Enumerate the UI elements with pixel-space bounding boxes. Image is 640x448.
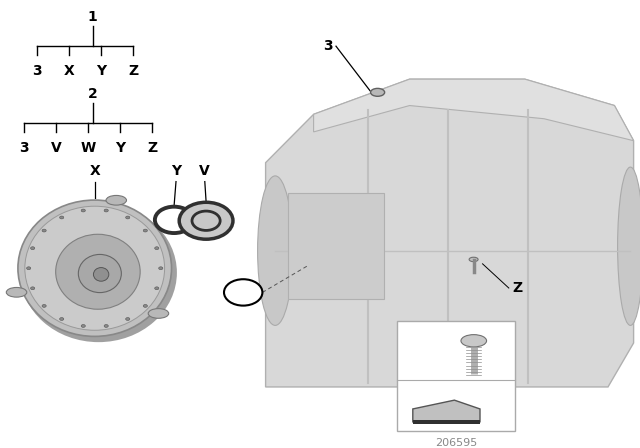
Ellipse shape xyxy=(155,287,159,290)
Text: 3: 3 xyxy=(323,39,333,53)
Text: Y: Y xyxy=(96,64,106,78)
Text: Z: Z xyxy=(512,281,522,295)
Ellipse shape xyxy=(25,206,164,330)
Ellipse shape xyxy=(6,288,27,297)
Ellipse shape xyxy=(60,318,64,320)
Ellipse shape xyxy=(371,88,385,96)
Ellipse shape xyxy=(78,254,122,293)
Ellipse shape xyxy=(42,229,46,232)
FancyBboxPatch shape xyxy=(397,321,515,431)
Text: 2: 2 xyxy=(88,87,98,101)
Text: W: W xyxy=(237,288,250,297)
Ellipse shape xyxy=(618,167,640,325)
Ellipse shape xyxy=(27,267,31,270)
Ellipse shape xyxy=(81,324,85,327)
Text: Y: Y xyxy=(171,164,181,178)
Text: X: X xyxy=(64,64,74,78)
Ellipse shape xyxy=(159,267,163,270)
Text: 3: 3 xyxy=(19,141,29,155)
Text: W: W xyxy=(81,141,96,155)
Ellipse shape xyxy=(106,195,127,205)
Ellipse shape xyxy=(31,247,35,250)
Ellipse shape xyxy=(461,335,486,347)
Ellipse shape xyxy=(155,247,159,250)
Text: V: V xyxy=(51,141,61,155)
Text: V: V xyxy=(200,164,210,178)
Ellipse shape xyxy=(143,229,147,232)
Ellipse shape xyxy=(104,209,108,212)
Text: Y: Y xyxy=(115,141,125,155)
Ellipse shape xyxy=(104,324,108,327)
Text: X: X xyxy=(90,164,100,178)
Ellipse shape xyxy=(56,234,140,309)
Ellipse shape xyxy=(257,176,293,325)
Polygon shape xyxy=(413,420,480,424)
Ellipse shape xyxy=(81,209,85,212)
Circle shape xyxy=(179,202,233,239)
Ellipse shape xyxy=(125,318,130,320)
Circle shape xyxy=(224,279,262,306)
Polygon shape xyxy=(266,79,634,387)
Ellipse shape xyxy=(469,257,478,262)
Ellipse shape xyxy=(20,203,177,342)
Ellipse shape xyxy=(42,305,46,307)
Text: W: W xyxy=(413,327,426,340)
Text: 3: 3 xyxy=(32,64,42,78)
Text: 1: 1 xyxy=(88,10,98,24)
Ellipse shape xyxy=(125,216,130,219)
Text: Z: Z xyxy=(128,64,138,78)
Ellipse shape xyxy=(148,309,169,318)
Polygon shape xyxy=(413,400,480,422)
Text: Z: Z xyxy=(147,141,157,155)
Text: 206595: 206595 xyxy=(435,438,477,448)
Ellipse shape xyxy=(31,287,35,290)
Polygon shape xyxy=(288,194,384,299)
Ellipse shape xyxy=(143,305,147,307)
Polygon shape xyxy=(314,79,634,141)
Ellipse shape xyxy=(93,267,109,281)
Ellipse shape xyxy=(60,216,64,219)
Ellipse shape xyxy=(18,200,172,336)
